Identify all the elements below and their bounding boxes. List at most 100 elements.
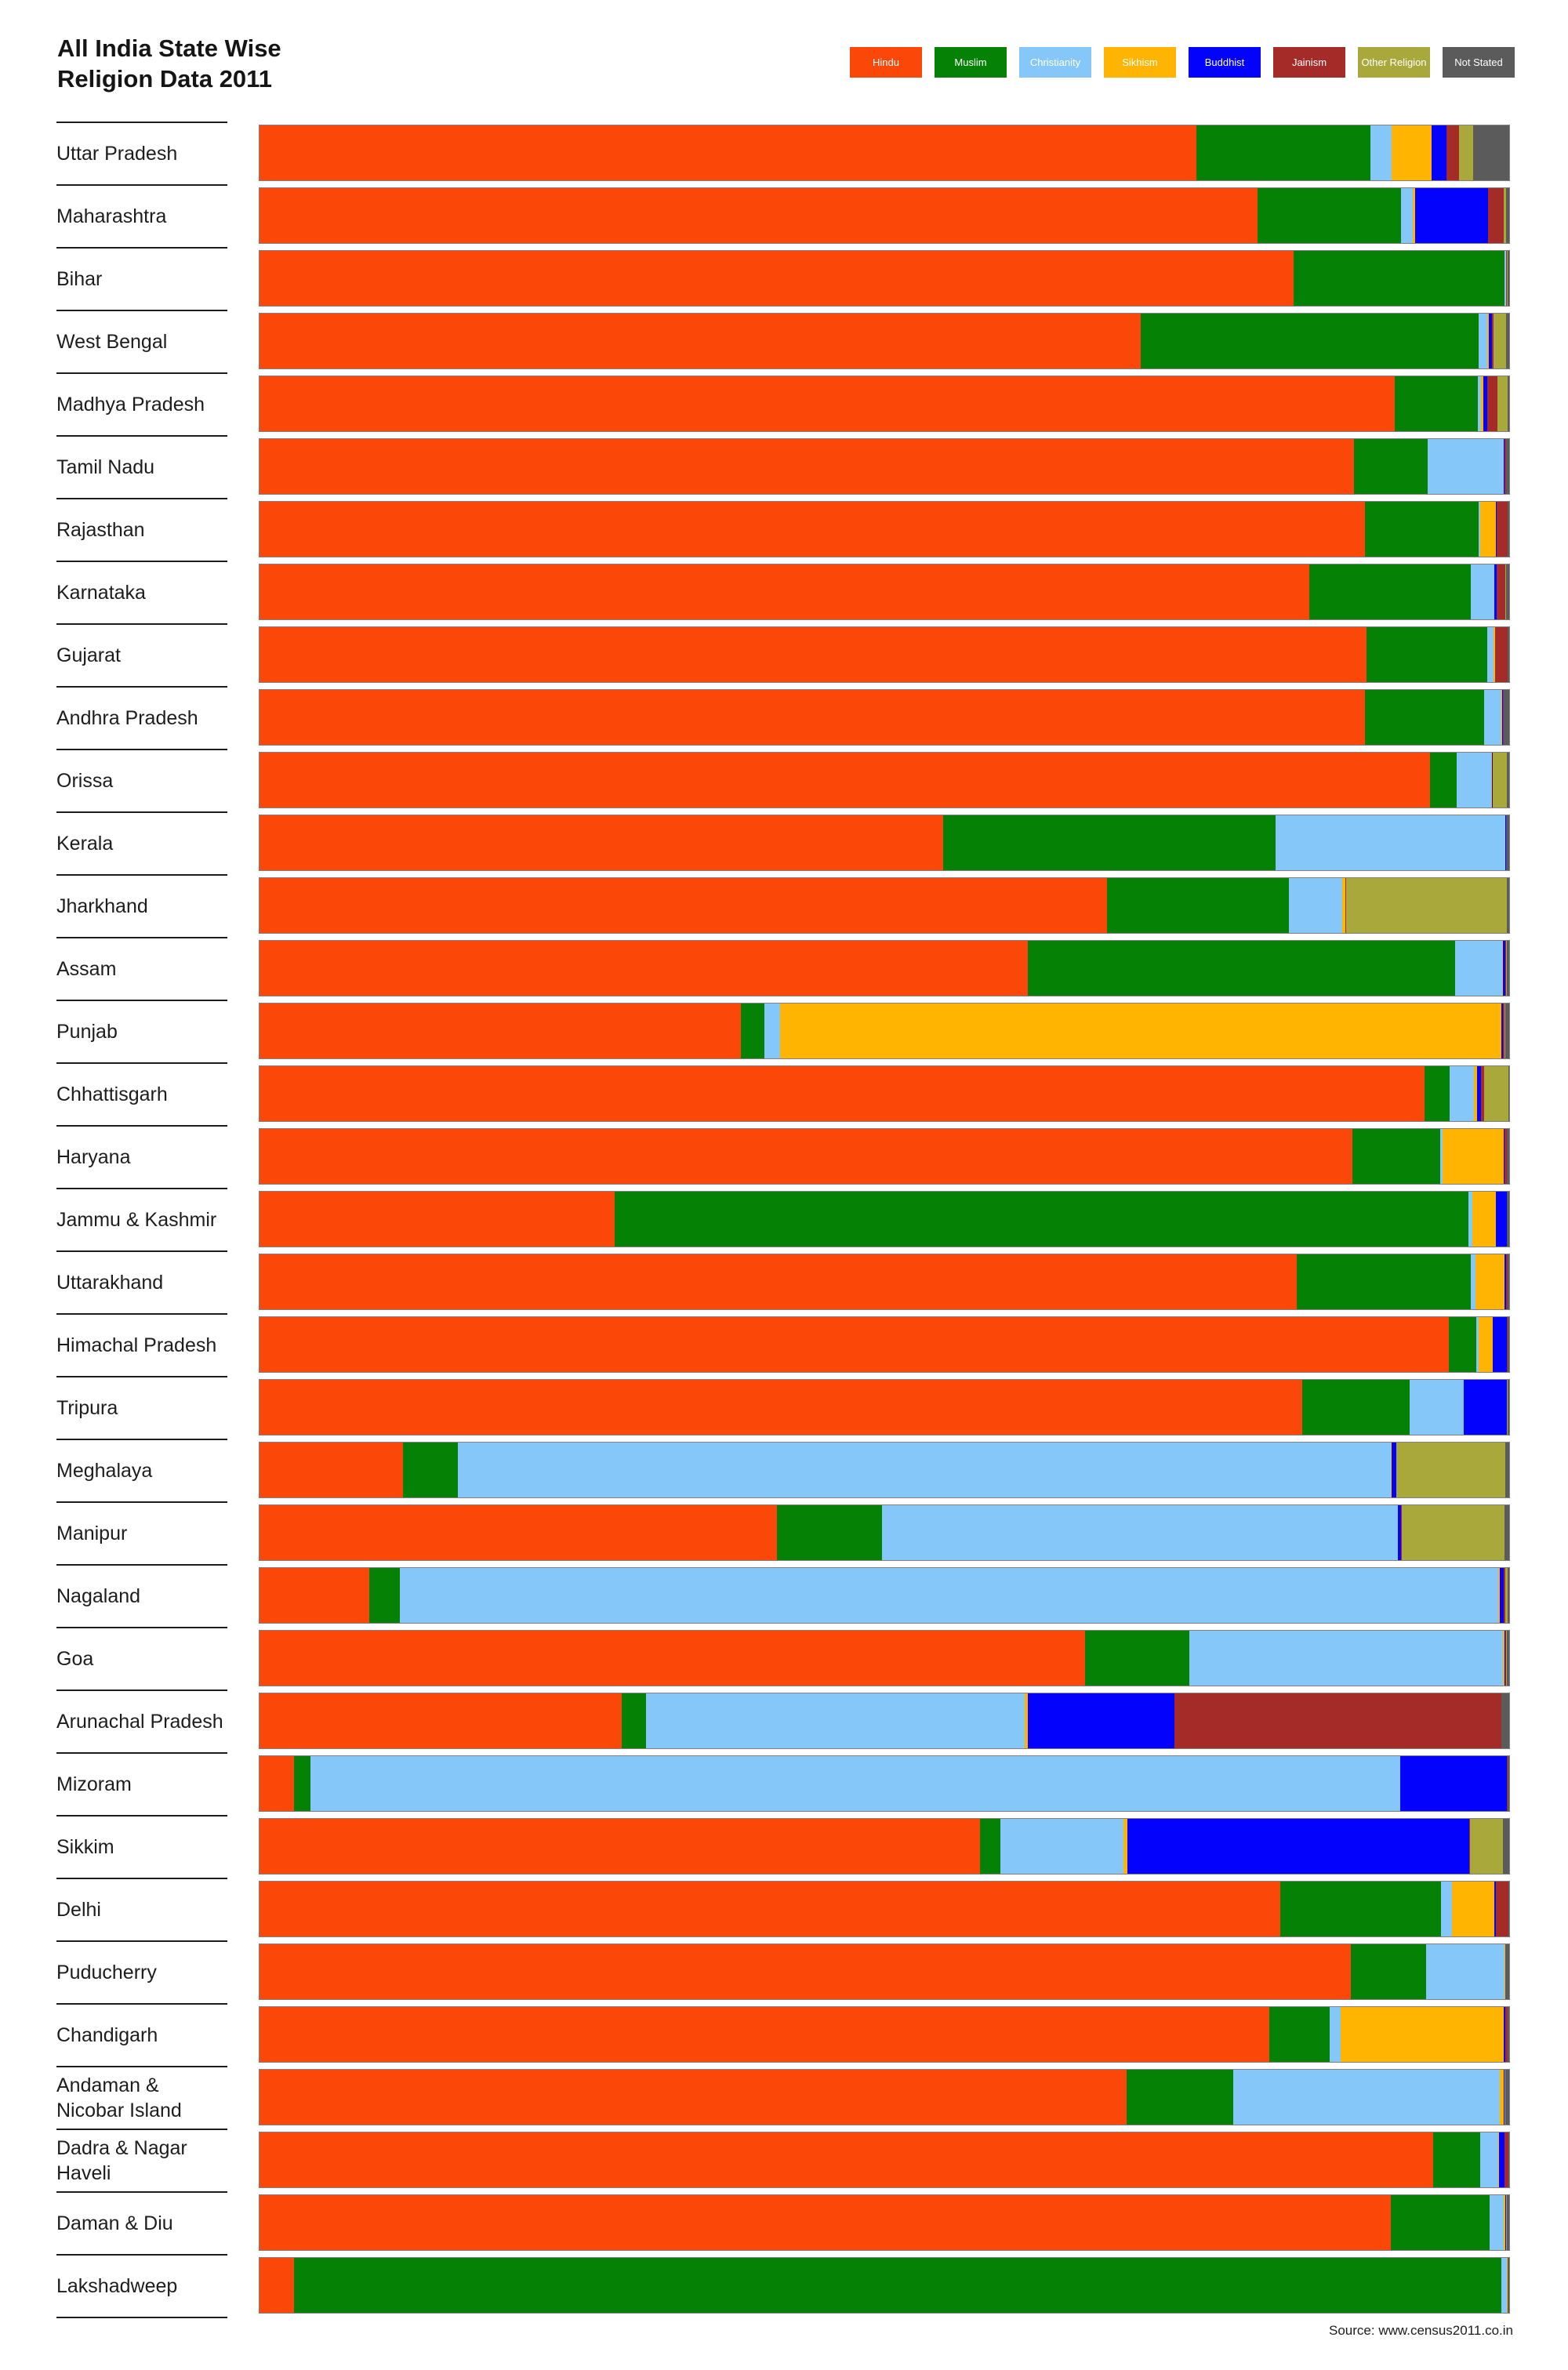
bar-segment-hindu[interactable] xyxy=(260,1693,622,1748)
bar-segment-sikhism[interactable] xyxy=(1474,1066,1478,1121)
bar-segment-muslim[interactable] xyxy=(1257,188,1401,243)
bar-segment-muslim[interactable] xyxy=(1352,1129,1440,1184)
bar-segment-sikhism[interactable] xyxy=(780,1004,1501,1058)
bar-segment-jainism[interactable] xyxy=(1468,1819,1470,1874)
bar-segment-other-religion[interactable] xyxy=(1396,1443,1505,1497)
bar-segment-buddhist[interactable] xyxy=(1398,1505,1402,1560)
bar-segment-not-stated[interactable] xyxy=(1508,2258,1509,2313)
bar-segment-muslim[interactable] xyxy=(1449,1317,1476,1372)
bar-segment-sikhism[interactable] xyxy=(1498,2132,1500,2187)
bar-segment-not-stated[interactable] xyxy=(1504,1505,1509,1560)
bar-segment-hindu[interactable] xyxy=(260,1380,1302,1435)
bar-segment-christianity[interactable] xyxy=(764,1004,781,1058)
bar-segment-not-stated[interactable] xyxy=(1506,2195,1509,2250)
bar-segment-muslim[interactable] xyxy=(1127,2070,1234,2125)
bar-segment-hindu[interactable] xyxy=(260,439,1355,494)
bar-segment-not-stated[interactable] xyxy=(1508,2007,1509,2062)
bar-segment-sikhism[interactable] xyxy=(1024,1693,1028,1748)
bar-segment-muslim[interactable] xyxy=(1196,125,1371,180)
bar-segment-buddhist[interactable] xyxy=(1504,2195,1506,2250)
bar-segment-buddhist[interactable] xyxy=(1499,2132,1505,2187)
bar-segment-not-stated[interactable] xyxy=(1472,125,1509,180)
bar-segment-jainism[interactable] xyxy=(1502,1004,1505,1058)
bar-segment-sikhism[interactable] xyxy=(1481,376,1484,431)
bar-segment-christianity[interactable] xyxy=(1475,1317,1479,1372)
bar-segment-other-religion[interactable] xyxy=(1459,125,1473,180)
bar-segment-sikhism[interactable] xyxy=(1501,941,1503,996)
bar-segment-muslim[interactable] xyxy=(1280,1882,1441,1936)
bar-segment-sikhism[interactable] xyxy=(1498,1568,1501,1623)
legend-item-not-stated[interactable]: Not Stated xyxy=(1443,47,1515,78)
bar-segment-jainism[interactable] xyxy=(1504,1568,1506,1623)
bar-segment-muslim[interactable] xyxy=(294,2258,1501,2313)
bar-segment-not-stated[interactable] xyxy=(1507,1129,1509,1184)
bar-segment-christianity[interactable] xyxy=(1409,1380,1464,1435)
bar-segment-christianity[interactable] xyxy=(1370,125,1392,180)
bar-segment-sikhism[interactable] xyxy=(1503,1631,1504,1686)
bar-segment-jainism[interactable] xyxy=(1495,1882,1508,1936)
bar-segment-hindu[interactable] xyxy=(260,1756,294,1811)
bar-segment-buddhist[interactable] xyxy=(1500,1568,1504,1623)
bar-segment-other-religion[interactable] xyxy=(1497,376,1508,431)
bar-segment-hindu[interactable] xyxy=(260,1129,1352,1184)
bar-segment-muslim[interactable] xyxy=(1301,1380,1410,1435)
bar-segment-hindu[interactable] xyxy=(260,1944,1351,1999)
bar-segment-not-stated[interactable] xyxy=(1507,941,1509,996)
bar-segment-jainism[interactable] xyxy=(1345,878,1346,933)
bar-segment-muslim[interactable] xyxy=(1293,251,1504,306)
bar-segment-christianity[interactable] xyxy=(1479,2132,1499,2187)
bar-segment-sikhism[interactable] xyxy=(1397,1505,1399,1560)
bar-segment-muslim[interactable] xyxy=(403,1443,459,1497)
bar-segment-hindu[interactable] xyxy=(260,251,1294,306)
bar-segment-not-stated[interactable] xyxy=(1503,690,1509,745)
bar-segment-buddhist[interactable] xyxy=(1493,1317,1508,1372)
bar-segment-buddhist[interactable] xyxy=(1415,188,1488,243)
bar-segment-sikhism[interactable] xyxy=(1451,1882,1494,1936)
legend-item-christianity[interactable]: Christianity xyxy=(1019,47,1091,78)
bar-segment-christianity[interactable] xyxy=(1478,314,1488,368)
bar-segment-muslim[interactable] xyxy=(621,1693,647,1748)
bar-segment-not-stated[interactable] xyxy=(1505,564,1509,619)
bar-segment-not-stated[interactable] xyxy=(1505,314,1509,368)
bar-segment-christianity[interactable] xyxy=(399,1568,1499,1623)
bar-segment-not-stated[interactable] xyxy=(1507,251,1509,306)
bar-segment-christianity[interactable] xyxy=(1330,2007,1341,2062)
bar-segment-not-stated[interactable] xyxy=(1508,502,1509,557)
bar-segment-hindu[interactable] xyxy=(260,376,1396,431)
bar-segment-muslim[interactable] xyxy=(1107,878,1289,933)
bar-segment-not-stated[interactable] xyxy=(1508,2132,1509,2187)
bar-segment-christianity[interactable] xyxy=(1276,815,1506,870)
bar-segment-jainism[interactable] xyxy=(1504,2132,1508,2187)
bar-segment-hindu[interactable] xyxy=(260,2070,1127,2125)
bar-segment-muslim[interactable] xyxy=(979,1819,1000,1874)
bar-segment-not-stated[interactable] xyxy=(1504,1443,1509,1497)
bar-segment-muslim[interactable] xyxy=(1141,314,1479,368)
bar-segment-christianity[interactable] xyxy=(1501,2258,1508,2313)
bar-segment-muslim[interactable] xyxy=(740,1004,765,1058)
bar-segment-buddhist[interactable] xyxy=(1477,1066,1481,1121)
bar-segment-hindu[interactable] xyxy=(260,941,1029,996)
bar-segment-not-stated[interactable] xyxy=(1505,188,1509,243)
bar-segment-buddhist[interactable] xyxy=(1504,1631,1506,1686)
bar-segment-other-religion[interactable] xyxy=(1469,1819,1503,1874)
bar-segment-not-stated[interactable] xyxy=(1508,1568,1509,1623)
bar-segment-hindu[interactable] xyxy=(260,627,1367,682)
bar-segment-sikhism[interactable] xyxy=(1480,502,1497,557)
bar-segment-buddhist[interactable] xyxy=(1504,2007,1506,2062)
bar-segment-other-religion[interactable] xyxy=(1345,878,1507,933)
bar-segment-jainism[interactable] xyxy=(1504,439,1506,494)
bar-segment-christianity[interactable] xyxy=(458,1443,1391,1497)
bar-segment-buddhist[interactable] xyxy=(1027,1693,1175,1748)
bar-segment-christianity[interactable] xyxy=(1426,1944,1505,1999)
bar-segment-christianity[interactable] xyxy=(1233,2070,1500,2125)
bar-segment-christianity[interactable] xyxy=(1440,1882,1452,1936)
bar-segment-muslim[interactable] xyxy=(943,815,1276,870)
bar-segment-christianity[interactable] xyxy=(1504,251,1506,306)
bar-segment-jainism[interactable] xyxy=(1505,2195,1507,2250)
bar-segment-buddhist[interactable] xyxy=(1494,1882,1496,1936)
bar-segment-jainism[interactable] xyxy=(1492,314,1494,368)
bar-segment-sikhism[interactable] xyxy=(1443,1129,1504,1184)
bar-segment-not-stated[interactable] xyxy=(1507,1380,1509,1435)
bar-segment-not-stated[interactable] xyxy=(1507,376,1509,431)
bar-segment-christianity[interactable] xyxy=(1478,502,1481,557)
